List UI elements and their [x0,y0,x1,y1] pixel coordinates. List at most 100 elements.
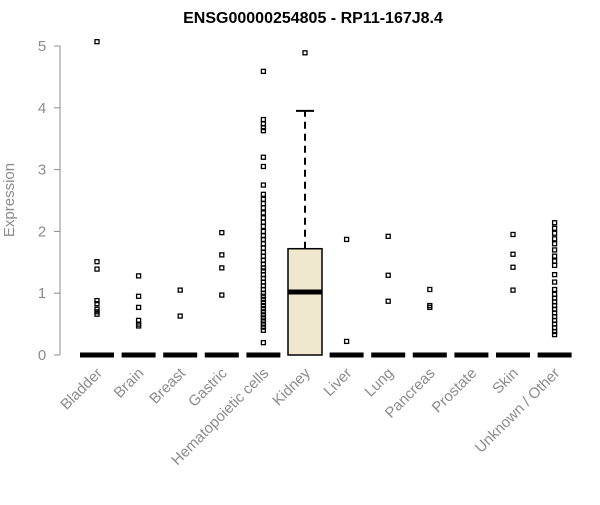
outlier-point [219,292,225,298]
x-tick-label: Brain [111,365,148,402]
outlier-point [551,225,558,231]
outlier-point [510,231,516,238]
box-series [80,39,572,358]
outlier-point [427,286,433,293]
outlier-point [260,339,267,346]
outlier-point [94,39,100,45]
outlier-point [551,230,558,236]
outlier-point [260,236,267,243]
outlier-point [94,259,100,265]
outlier-point [385,233,391,239]
outlier-point [260,265,267,271]
x-tick-label: Kidney [269,364,314,409]
outlier-point [260,321,267,327]
outlier-point [260,215,267,221]
x-tick-label: Bladder [57,365,106,414]
outlier-point [551,272,558,278]
outlier-point [343,236,350,243]
outlier-point [260,309,267,315]
outlier-point [94,297,100,304]
outlier-point [551,331,558,338]
outlier-point [260,299,267,306]
outlier-point [551,241,558,247]
outlier-point [260,116,267,123]
outlier-point [510,264,516,270]
outlier-point [219,252,225,258]
box-group [329,236,364,358]
outlier-point [510,287,516,293]
outlier-point [260,196,267,202]
outlier-point [177,287,183,293]
outlier-point [260,223,267,230]
outlier-point [260,296,267,303]
outlier-point [260,200,267,207]
chart-title: ENSG00000254805 - RP11-167J8.4 [183,10,443,27]
outlier-point [219,229,225,236]
y-axis-label: Expression [1,163,18,237]
outlier-point [135,304,142,311]
box-group [246,68,281,358]
outlier-point [260,324,267,330]
outlier-point [260,253,267,259]
box-group [121,273,156,358]
outlier-point [260,124,267,131]
outlier-point [219,265,225,271]
x-tick-label: Lung [361,365,397,401]
outlier-point [94,301,100,307]
box-rect [287,247,323,356]
outlier-point [260,210,267,216]
outlier-point [260,219,267,225]
outlier-point [135,293,142,299]
outlier-point [551,286,558,293]
outlier-point [135,273,142,279]
outlier-point [260,312,267,318]
x-tick-label: Prostate [429,365,481,417]
outlier-point [260,290,267,296]
box-group [537,220,572,358]
outlier-point [551,279,558,285]
outlier-point [260,182,267,188]
outlier-point [260,315,267,321]
box-group [204,229,239,358]
outlier-point [260,241,267,247]
outlier-point [343,338,350,345]
outlier-point [551,220,558,226]
y-tick-label: 0 [38,347,46,364]
outlier-point [260,245,267,251]
outlier-point [260,205,267,211]
y-tick-label: 4 [38,100,46,117]
outlier-point [385,272,391,278]
y-axis: 0 1 2 3 4 5 [38,38,61,364]
box-group [287,50,323,356]
outlier-point [551,247,558,253]
outlier-point [551,258,558,264]
box-group [496,231,530,358]
outlier-point [260,191,267,197]
outlier-point [260,305,267,312]
y-tick-label: 3 [38,162,46,179]
outlier-point [94,311,100,317]
outlier-point [427,304,433,311]
outlier-point [551,236,558,242]
x-tick-label: Skin [489,365,522,398]
outlier-point [260,318,267,324]
box-group [412,286,447,358]
outlier-point [260,228,267,235]
box-group [163,287,198,358]
outlier-point [260,163,267,170]
box-group [80,39,114,358]
outlier-point [135,323,142,329]
outlier-point [260,302,267,309]
outlier-point [260,68,267,74]
x-tick-label: Breast [146,364,189,407]
outlier-point [260,154,267,160]
y-tick-label: 5 [38,38,46,55]
outlier-point [302,50,308,56]
outlier-point [260,293,267,299]
outlier-point [510,251,516,257]
outlier-point [385,298,391,304]
outlier-point [551,253,558,259]
